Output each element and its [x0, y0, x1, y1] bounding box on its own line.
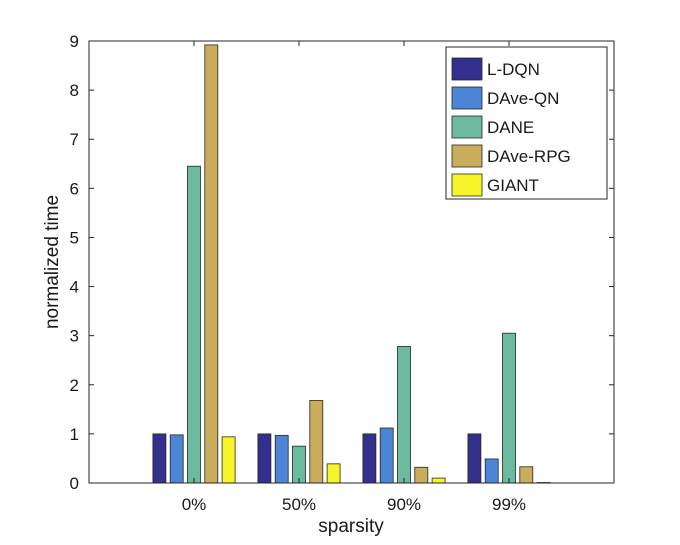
y-tick-label: 3 [70, 327, 79, 346]
bar-dave-qn-90pct [379, 427, 394, 484]
bar-giant-0pct [221, 436, 236, 484]
bar-dave-qn-99pct [484, 458, 499, 484]
y-tick-label: 1 [70, 425, 79, 444]
legend-label-dane: DANE [487, 118, 534, 137]
y-tick-label: 4 [70, 278, 79, 297]
legend-swatch-l-dqn [451, 57, 483, 81]
y-tick-label: 2 [70, 376, 79, 395]
bar-l-dqn-90pct [362, 433, 377, 484]
bar-dave-rpg-50pct [309, 400, 324, 484]
y-axis-label: normalized time [42, 195, 63, 329]
bar-dave-rpg-99pct [519, 466, 534, 484]
legend-label-dave-rpg: DAve-RPG [487, 147, 571, 166]
x-tick-label: 0% [182, 495, 207, 514]
y-tick-label: 7 [70, 130, 79, 149]
legend-swatch-giant [451, 173, 483, 197]
legend-swatch-dave-rpg [451, 144, 483, 168]
x-tick-label: 50% [282, 495, 316, 514]
y-tick-label: 0 [70, 474, 79, 493]
x-tick-label: 90% [387, 495, 421, 514]
x-axis: 0% 50% 90% 99% [182, 41, 526, 514]
bar-dane-50pct [292, 445, 306, 484]
bar-dave-rpg-90pct [414, 466, 429, 484]
y-tick-label: 8 [70, 81, 79, 100]
bar-dave-qn-0pct [169, 434, 184, 484]
legend-swatch-dave-qn [451, 86, 483, 110]
y-tick-label: 5 [70, 228, 79, 247]
x-axis-label: sparsity [318, 516, 384, 537]
bar-l-dqn-50pct [257, 433, 272, 484]
legend-label-giant: GIANT [487, 176, 539, 195]
bar-giant-50pct [326, 463, 341, 484]
legend-label-l-dqn: L-DQN [487, 60, 540, 79]
bar-l-dqn-99pct [467, 433, 482, 484]
legend: L-DQN DAve-QN DANE DAve-RPG GIANT [445, 46, 608, 200]
bar-dane-0pct [187, 165, 201, 484]
bar-l-dqn-0pct [152, 433, 167, 484]
bar-dave-qn-50pct [274, 434, 289, 484]
legend-label-dave-qn: DAve-QN [487, 89, 559, 108]
bar-dave-rpg-0pct [204, 44, 219, 484]
y-axis: 0 1 2 3 4 5 6 7 8 9 [70, 32, 614, 493]
y-tick-label: 9 [70, 32, 79, 51]
bar-dane-90pct [397, 346, 411, 484]
bar-giant-90pct [431, 477, 446, 484]
legend-swatch-dane [451, 115, 483, 139]
plot-frame [88, 40, 615, 484]
bar-dane-99pct [502, 332, 516, 484]
x-tick-label: 99% [492, 495, 526, 514]
y-tick-label: 6 [70, 179, 79, 198]
